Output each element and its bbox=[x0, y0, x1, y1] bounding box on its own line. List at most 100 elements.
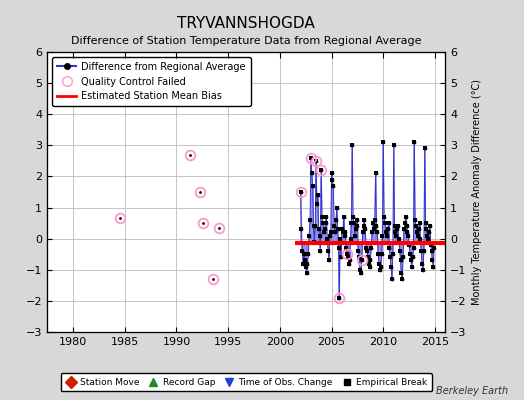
Point bbox=[425, 223, 434, 230]
Point bbox=[300, 251, 308, 258]
Point bbox=[410, 139, 419, 146]
Point bbox=[386, 254, 395, 260]
Point bbox=[412, 223, 420, 230]
Point bbox=[419, 266, 427, 273]
Point bbox=[302, 270, 311, 276]
Point bbox=[326, 232, 334, 239]
Point bbox=[315, 232, 324, 239]
Point bbox=[413, 229, 421, 236]
Point bbox=[366, 257, 375, 264]
Point bbox=[322, 214, 331, 220]
Point bbox=[321, 226, 329, 232]
Point bbox=[398, 276, 407, 282]
Point bbox=[365, 264, 374, 270]
Point bbox=[345, 260, 353, 267]
Point bbox=[350, 220, 358, 226]
Point bbox=[423, 232, 431, 239]
Point bbox=[411, 217, 419, 223]
Point bbox=[406, 251, 414, 258]
Point bbox=[391, 229, 400, 236]
Point bbox=[414, 226, 423, 232]
Point bbox=[306, 217, 314, 223]
Point bbox=[307, 154, 315, 161]
Point bbox=[369, 220, 377, 226]
Point bbox=[342, 245, 351, 251]
Point bbox=[369, 226, 378, 232]
Point bbox=[298, 248, 307, 254]
Point bbox=[341, 232, 350, 239]
Point bbox=[381, 220, 389, 226]
Point bbox=[372, 223, 380, 230]
Point bbox=[425, 229, 433, 236]
Point bbox=[422, 226, 431, 232]
Point bbox=[418, 260, 427, 267]
Point bbox=[337, 254, 345, 260]
Point bbox=[314, 192, 322, 198]
Point bbox=[421, 220, 430, 226]
Point bbox=[301, 257, 309, 264]
Point bbox=[383, 232, 391, 239]
Point bbox=[394, 223, 402, 230]
Point bbox=[420, 248, 428, 254]
Point bbox=[357, 270, 365, 276]
Point bbox=[328, 170, 336, 176]
Point bbox=[387, 264, 395, 270]
Point bbox=[349, 214, 357, 220]
Point bbox=[302, 264, 310, 270]
Point bbox=[338, 226, 346, 232]
Point bbox=[416, 236, 424, 242]
Point bbox=[384, 226, 392, 232]
Point bbox=[413, 232, 422, 239]
Point bbox=[336, 236, 344, 242]
Point bbox=[380, 214, 388, 220]
Point bbox=[321, 220, 330, 226]
Point bbox=[395, 236, 403, 242]
Point bbox=[317, 167, 325, 174]
Point bbox=[303, 260, 312, 267]
Point bbox=[329, 182, 337, 189]
Point bbox=[340, 214, 348, 220]
Point bbox=[379, 139, 388, 146]
Point bbox=[400, 226, 408, 232]
Point bbox=[305, 232, 313, 239]
Point bbox=[324, 248, 332, 254]
Point bbox=[384, 220, 392, 226]
Point bbox=[333, 226, 342, 232]
Point bbox=[360, 217, 368, 223]
Point bbox=[362, 245, 370, 251]
Point bbox=[351, 232, 359, 239]
Point bbox=[339, 229, 347, 236]
Point bbox=[304, 251, 312, 258]
Point bbox=[318, 214, 326, 220]
Point bbox=[374, 251, 383, 258]
Point bbox=[368, 229, 376, 236]
Point bbox=[401, 214, 410, 220]
Point bbox=[346, 236, 355, 242]
Point bbox=[330, 223, 339, 230]
Point bbox=[309, 223, 318, 230]
Point bbox=[316, 248, 324, 254]
Point bbox=[363, 248, 371, 254]
Point bbox=[328, 176, 336, 183]
Point bbox=[385, 245, 394, 251]
Point bbox=[390, 223, 399, 230]
Point bbox=[313, 201, 321, 208]
Point bbox=[403, 229, 412, 236]
Point bbox=[359, 223, 368, 230]
Point bbox=[393, 226, 401, 232]
Point bbox=[388, 276, 396, 282]
Point bbox=[376, 266, 384, 273]
Point bbox=[378, 232, 387, 239]
Point bbox=[396, 257, 405, 264]
Point bbox=[404, 232, 412, 239]
Point bbox=[428, 248, 436, 254]
Point bbox=[299, 260, 308, 267]
Point bbox=[335, 294, 344, 301]
Point bbox=[396, 248, 404, 254]
Point bbox=[416, 220, 424, 226]
Point bbox=[407, 257, 415, 264]
Point bbox=[297, 226, 305, 232]
Point bbox=[348, 142, 356, 148]
Point bbox=[333, 204, 341, 211]
Point bbox=[430, 245, 439, 251]
